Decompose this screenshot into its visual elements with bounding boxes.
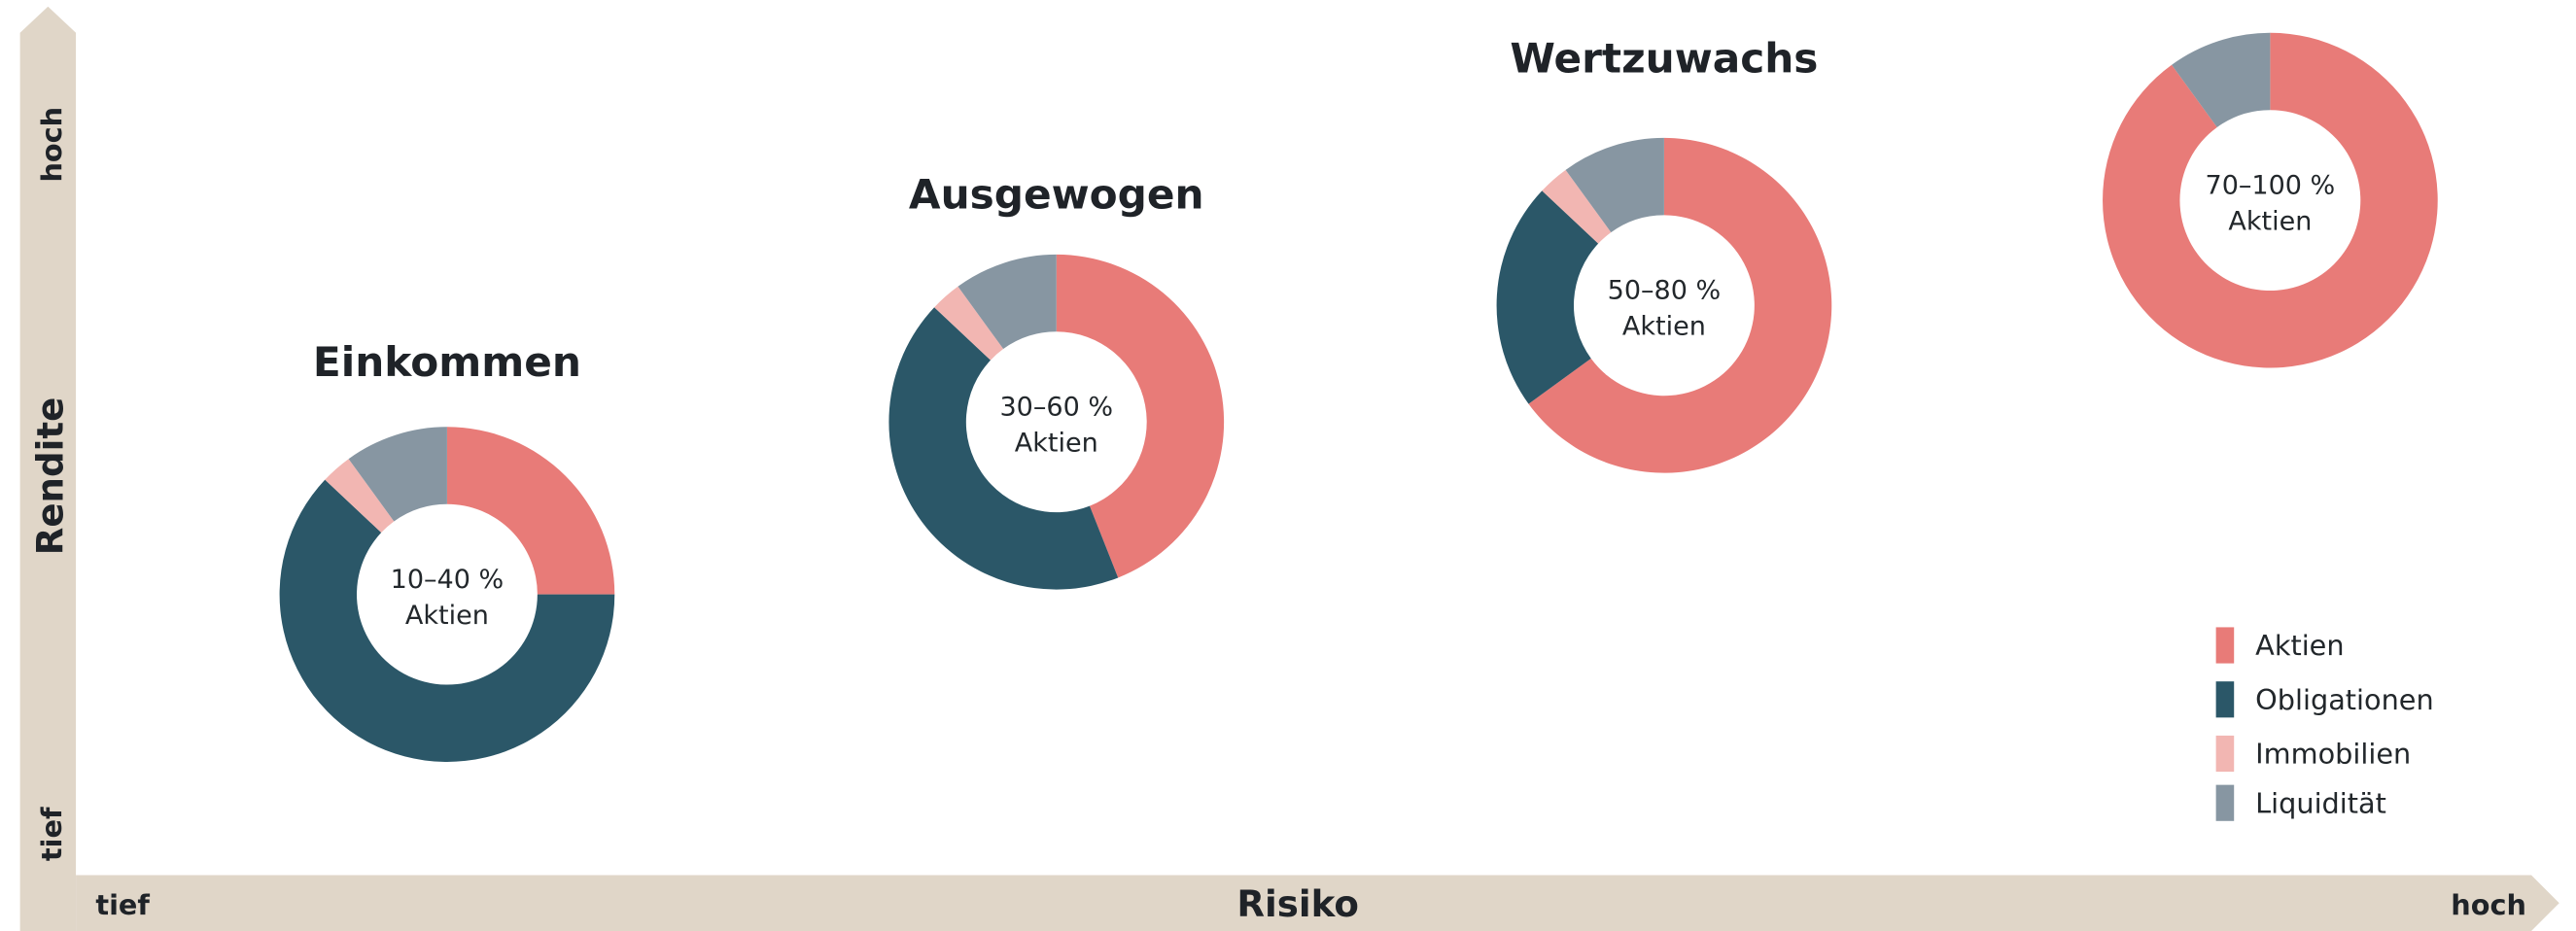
- x-axis-band: [76, 875, 2559, 931]
- donut-segment: [325, 459, 395, 534]
- x-axis-low: tief: [95, 888, 150, 921]
- legend-swatch: [2215, 735, 2235, 773]
- y-axis-high: hoch: [35, 107, 68, 183]
- legend-label: Immobilien: [2255, 738, 2411, 771]
- center-label: Aktien: [1622, 312, 1706, 342]
- donut-segment: [2103, 32, 2438, 368]
- donut-segment: [1565, 137, 1664, 233]
- center-label: 70–100 %: [2206, 170, 2336, 200]
- y-axis-band: [19, 6, 77, 931]
- x-axis-high: hoch: [2451, 888, 2526, 921]
- legend-swatch: [2215, 681, 2235, 718]
- donut-segment: [2172, 32, 2271, 127]
- donut-segment: [1496, 190, 1599, 404]
- center-label: 30–60 %: [1000, 392, 1114, 422]
- donut-segment: [348, 427, 447, 522]
- legend-swatch: [2215, 784, 2235, 821]
- donut-segment: [888, 307, 1119, 590]
- donut-segment: [1056, 254, 1225, 578]
- center-label: 10–40 %: [391, 565, 505, 595]
- donut-segment: [1542, 169, 1612, 244]
- donut-segment: [446, 427, 615, 595]
- center-label: Aktien: [1015, 429, 1098, 459]
- center-label: Aktien: [2228, 207, 2312, 237]
- x-axis-title: Risiko: [1236, 882, 1358, 925]
- center-label: 50–80 %: [1608, 276, 1722, 306]
- donut-segment: [1528, 137, 1832, 473]
- legend-label: Aktien: [2255, 629, 2344, 662]
- legend-swatch: [2215, 627, 2235, 664]
- y-axis-low: tief: [35, 807, 68, 861]
- y-axis-title: Rendite: [29, 397, 72, 556]
- chart-title: Einkommen: [313, 338, 581, 386]
- legend-label: Obligationen: [2255, 683, 2434, 716]
- donut-segment: [934, 286, 1004, 361]
- donut-segment: [279, 479, 615, 762]
- chart-title: Wertzuwachs: [1510, 34, 1818, 82]
- donut-segment: [957, 254, 1057, 350]
- legend-label: Liquidität: [2255, 786, 2386, 819]
- center-label: Aktien: [405, 601, 489, 631]
- chart-title: Ausgewogen: [909, 171, 1204, 219]
